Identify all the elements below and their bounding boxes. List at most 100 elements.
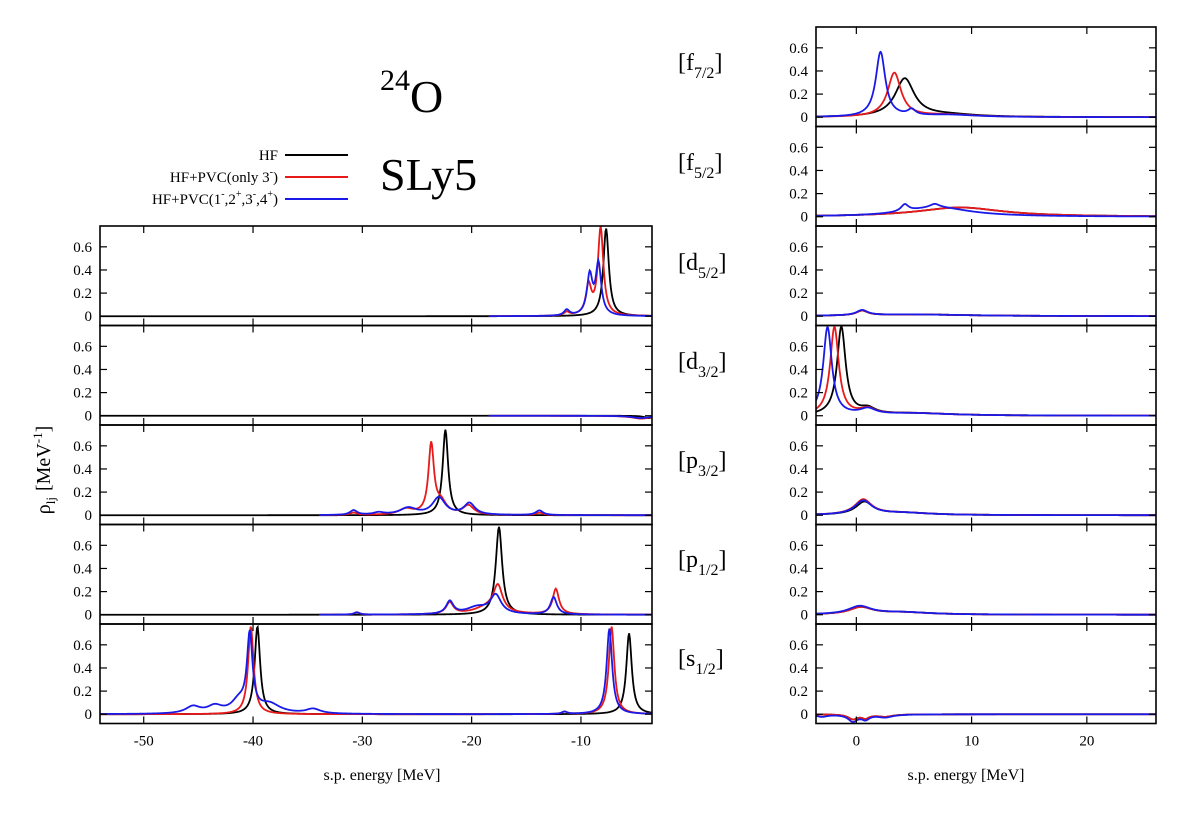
y-tick-label: 0.6: [789, 240, 808, 256]
y-tick-label: 0.2: [789, 684, 808, 700]
y-tick-label: 0.2: [73, 684, 92, 700]
y-tick-label: 0.4: [789, 561, 808, 577]
y-tick-label: 0.4: [789, 462, 808, 478]
panel-frame: [815, 324, 1157, 426]
y-tick-label: 0: [801, 110, 809, 126]
panel-frame: [815, 26, 1157, 128]
panel-frame: [815, 623, 1157, 725]
y-tick-label: 0.6: [789, 339, 808, 355]
series-HF_PVC_all-right-d52: [816, 309, 1156, 318]
panel-frame: [815, 225, 1157, 327]
state-labels: [f7/2] [f5/2] [d5/2] [d3/2] [p3/2] [p1/2…: [678, 50, 726, 678]
y-tick-label: 0.6: [73, 339, 92, 355]
panel-left-p32: 0 0.2 0.4 0.6: [73, 424, 653, 526]
series-HF-left-p32: [100, 429, 652, 517]
panel-frame: [99, 324, 653, 426]
y-tick-label: 0.2: [73, 485, 92, 501]
series-HF_PVC_3-left-s12: [100, 626, 652, 716]
panel-right-f52: 0 0.2 0.4 0.6: [789, 125, 1157, 227]
series-HF_PVC_all-right-p32: [816, 499, 1156, 517]
state-label-s12: [s1/2]: [678, 646, 724, 678]
y-tick-label: 0: [801, 608, 809, 624]
panel-frame: [99, 523, 653, 625]
left-chart: 0 0.2 0.4 0.6 0 0.2 0.4 0.6 0 0.2 0.4 0.6 0 0.2 0.4 0.6…: [73, 225, 653, 750]
x-tick-label: 10: [964, 734, 979, 750]
panel-right-d52: 0 0.2 0.4 0.6: [789, 225, 1157, 327]
y-tick-label: 0.4: [789, 163, 808, 179]
series-HF_PVC_all-right-s12: [816, 713, 1156, 723]
y-tick-label: 0.2: [73, 585, 92, 601]
series-HF_PVC_all-left-p12: [319, 592, 652, 616]
y-tick-label: 0.6: [789, 538, 808, 554]
x-tick-label: -10: [571, 734, 591, 750]
series-HF_PVC_all-right-d32: [816, 325, 1156, 417]
series-HF_PVC_3-right-d32: [816, 325, 1156, 417]
y-tick-label: 0: [801, 707, 809, 723]
y-tick-label: 0: [85, 309, 93, 325]
y-tick-label: 0: [801, 508, 809, 524]
y-tick-label: 0.2: [789, 187, 808, 203]
y-tick-label: 0: [85, 508, 93, 524]
series-HF-right-f72: [816, 77, 1156, 118]
y-tick-label: 0: [801, 210, 809, 226]
panel-left-s12: 0 0.2 0.4 0.6 -50 -40 -30 -20 -10: [73, 623, 653, 750]
y-tick-label: 0.6: [73, 538, 92, 554]
panel-frame: [815, 424, 1157, 526]
y-tick-label: 0.4: [789, 661, 808, 677]
panel-left-p12: 0 0.2 0.4 0.6: [73, 523, 653, 625]
series-HF-right-p32: [816, 500, 1156, 517]
series-HF-left-d52: [100, 228, 652, 318]
series-HF-right-d32: [816, 325, 1156, 417]
series-HF_PVC_all-left-d32: [488, 414, 652, 419]
y-tick-label: 0.4: [73, 263, 92, 279]
y-tick-label: 0.6: [789, 41, 808, 57]
nucleus-label: 24O: [380, 64, 443, 122]
right-chart: 0 0.2 0.4 0.6 0 0.2 0.4 0.6 0 0.2 0.4 0.6 0 0.2 0.4 0.6…: [789, 26, 1157, 750]
state-label-f72: [f7/2]: [678, 50, 722, 82]
panel-frame: [815, 125, 1157, 227]
series-HF_PVC_3-left-p32: [319, 441, 652, 517]
y-tick-label: 0.4: [73, 661, 92, 677]
x-tick-label: -40: [243, 734, 263, 750]
panel-frame: [99, 623, 653, 725]
series-HF-left-p12: [100, 526, 652, 616]
panel-left-d52: 0 0.2 0.4 0.6: [73, 225, 653, 327]
series-HF_PVC_all-left-d52: [488, 257, 652, 318]
x-axis-label-right: s.p. energy [MeV]: [907, 767, 1024, 784]
y-tick-label: 0.2: [789, 386, 808, 402]
y-tick-label: 0.6: [73, 240, 92, 256]
y-tick-label: 0.4: [73, 462, 92, 478]
state-label-p12: [p1/2]: [678, 547, 726, 579]
y-tick-label: 0.4: [73, 561, 92, 577]
x-tick-label: 20: [1079, 734, 1094, 750]
x-tick-label: -30: [352, 734, 372, 750]
legend-label-hf: HF: [259, 148, 278, 164]
y-tick-label: 0.4: [789, 263, 808, 279]
x-tick-label: -20: [462, 734, 482, 750]
state-label-f52: [f5/2]: [678, 150, 722, 182]
panel-right-d32: 0 0.2 0.4 0.6: [789, 324, 1157, 426]
legend-label-pvc3: HF+PVC(only 3-): [170, 167, 278, 186]
y-tick-label: 0.2: [73, 286, 92, 302]
interaction-label: SLy5: [380, 149, 477, 200]
series-HF_PVC_3-left-d52: [488, 226, 652, 318]
y-tick-label: 0: [801, 409, 809, 425]
state-label-d32: [d3/2]: [678, 349, 726, 381]
series-HF_PVC_all-left-s12: [100, 628, 652, 715]
series-HF_PVC_all-right-f52: [816, 202, 1156, 218]
y-tick-label: 0.2: [789, 87, 808, 103]
y-tick-label: 0.2: [789, 585, 808, 601]
panel-right-p12: 0 0.2 0.4 0.6: [789, 523, 1157, 625]
panel-left-d32: 0 0.2 0.4 0.6: [73, 324, 653, 426]
y-tick-label: 0.6: [73, 638, 92, 654]
y-tick-label: 0.4: [73, 362, 92, 378]
y-tick-label: 0.2: [73, 386, 92, 402]
x-tick-label: 0: [853, 734, 861, 750]
state-label-d52: [d5/2]: [678, 250, 726, 282]
y-tick-label: 0.4: [789, 362, 808, 378]
y-tick-label: 0: [85, 409, 93, 425]
y-tick-label: 0: [85, 608, 93, 624]
legend-label-pvcall: HF+PVC(1-,2+,3-,4+): [152, 189, 278, 208]
panel-right-p32: 0 0.2 0.4 0.6: [789, 424, 1157, 526]
